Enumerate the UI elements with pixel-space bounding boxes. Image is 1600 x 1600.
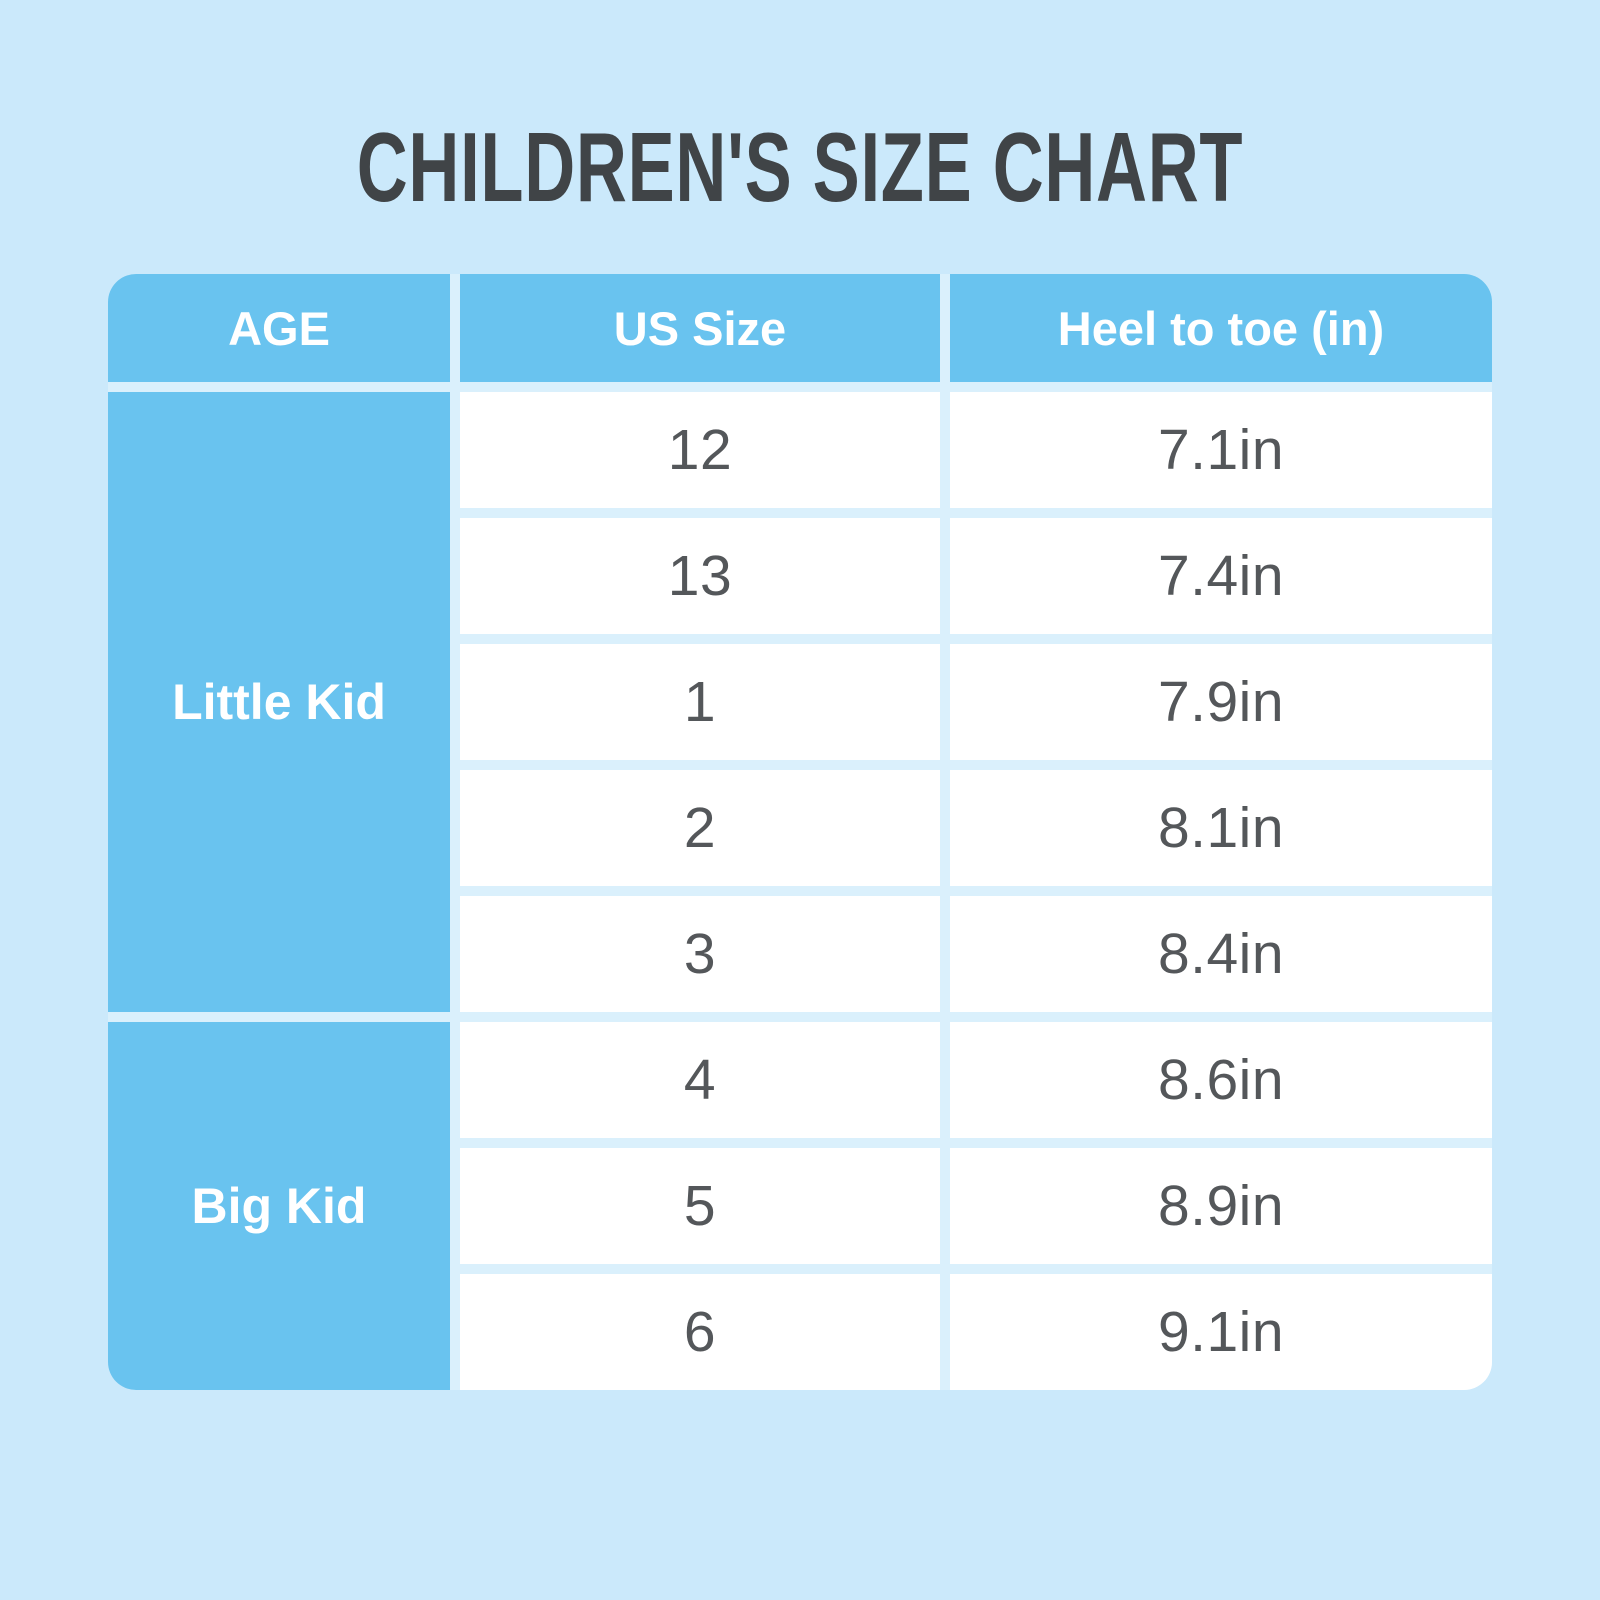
heel-length-cell: 9.1in [950, 1274, 1492, 1390]
us-size-cell: 6 [460, 1274, 940, 1390]
heel-length-cell: 8.4in [950, 896, 1492, 1012]
us-size-cell: 1 [460, 644, 940, 760]
page-title: CHILDREN'S SIZE CHART [356, 112, 1244, 222]
heel-length-cell: 8.1in [950, 770, 1492, 886]
us-size-cell: 5 [460, 1148, 940, 1264]
us-size-cell: 12 [460, 392, 940, 508]
us-size-cell: 3 [460, 896, 940, 1012]
heel-length-cell: 8.6in [950, 1022, 1492, 1138]
age-group-big-kid: Big Kid [108, 1022, 450, 1390]
heel-length-cell: 8.9in [950, 1148, 1492, 1264]
us-size-cell: 13 [460, 518, 940, 634]
us-size-cell: 2 [460, 770, 940, 886]
age-group-little-kid: Little Kid [108, 392, 450, 1012]
heel-length-cell: 7.4in [950, 518, 1492, 634]
col-header-heel-to-toe: Heel to toe (in) [950, 274, 1492, 382]
heel-length-cell: 7.1in [950, 392, 1492, 508]
heel-length-cell: 7.9in [950, 644, 1492, 760]
col-header-age: AGE [108, 274, 450, 382]
size-chart-table: AGE US Size Heel to toe (in) Little Kid … [108, 274, 1492, 1390]
col-header-us-size: US Size [460, 274, 940, 382]
us-size-cell: 4 [460, 1022, 940, 1138]
